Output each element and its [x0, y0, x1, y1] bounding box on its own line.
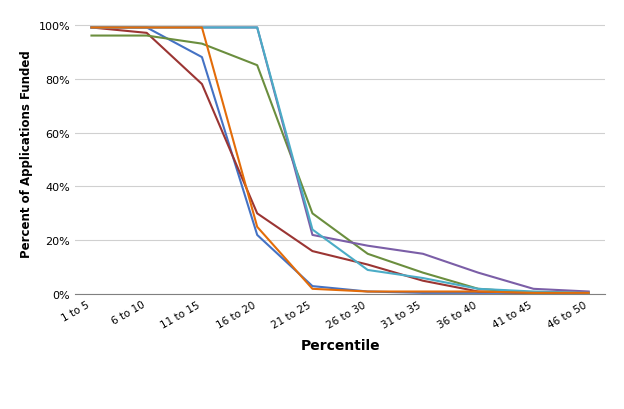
2006 — [309, 284, 316, 289]
2006 — [419, 291, 427, 296]
2011 — [198, 26, 206, 31]
2011 — [419, 289, 427, 294]
2009 — [88, 26, 95, 31]
2007 — [309, 249, 316, 254]
2008 — [253, 63, 261, 68]
2008 — [198, 42, 206, 47]
X-axis label: Percentile: Percentile — [300, 338, 380, 352]
2011 — [474, 289, 482, 294]
2011 — [309, 287, 316, 292]
2008 — [530, 291, 537, 296]
2007 — [253, 211, 261, 216]
2011 — [253, 225, 261, 230]
Line: 2008: 2008 — [92, 36, 588, 293]
2007 — [143, 31, 150, 36]
2010 — [419, 276, 427, 281]
2007 — [198, 82, 206, 87]
2006 — [585, 291, 592, 296]
2008 — [419, 270, 427, 275]
2011 — [364, 289, 371, 294]
2009 — [253, 26, 261, 31]
2009 — [309, 233, 316, 238]
2010 — [585, 291, 592, 296]
2006 — [364, 289, 371, 294]
2009 — [364, 244, 371, 249]
2010 — [530, 289, 537, 294]
2007 — [88, 26, 95, 31]
2010 — [474, 287, 482, 292]
2011 — [143, 26, 150, 31]
2006 — [88, 26, 95, 31]
2010 — [88, 26, 95, 31]
2006 — [198, 56, 206, 61]
2006 — [474, 291, 482, 296]
2010 — [309, 227, 316, 232]
2009 — [419, 252, 427, 256]
2008 — [585, 291, 592, 296]
2006 — [253, 233, 261, 238]
Line: 2006: 2006 — [92, 28, 588, 293]
2011 — [585, 291, 592, 296]
2011 — [530, 291, 537, 296]
2007 — [364, 263, 371, 267]
2008 — [88, 34, 95, 39]
Line: 2010: 2010 — [92, 28, 588, 293]
2008 — [364, 252, 371, 256]
2006 — [530, 291, 537, 296]
2011 — [88, 26, 95, 31]
2010 — [364, 268, 371, 273]
2006 — [143, 26, 150, 31]
2008 — [474, 287, 482, 292]
2007 — [474, 289, 482, 294]
Line: 2009: 2009 — [92, 28, 588, 292]
2009 — [474, 270, 482, 275]
2009 — [198, 26, 206, 31]
2007 — [530, 291, 537, 296]
2009 — [530, 287, 537, 292]
2007 — [585, 291, 592, 296]
Y-axis label: Percent of Applications Funded: Percent of Applications Funded — [20, 50, 33, 257]
2008 — [309, 211, 316, 216]
2009 — [143, 26, 150, 31]
2008 — [143, 34, 150, 39]
2009 — [585, 289, 592, 294]
Line: 2007: 2007 — [92, 28, 588, 293]
2010 — [143, 26, 150, 31]
2010 — [198, 26, 206, 31]
2010 — [253, 26, 261, 31]
Legend: 2006, 2007, 2008, 2009, 2010, 2011: 2006, 2007, 2008, 2009, 2010, 2011 — [109, 408, 572, 409]
2007 — [419, 279, 427, 283]
Line: 2011: 2011 — [92, 28, 588, 293]
